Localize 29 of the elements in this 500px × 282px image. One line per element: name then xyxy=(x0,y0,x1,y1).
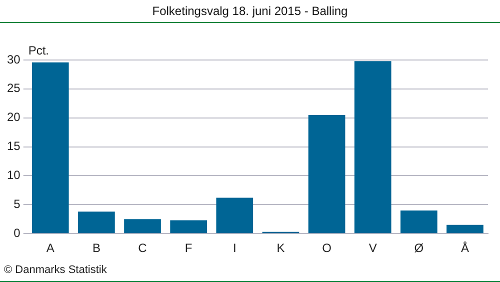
text: © Danmarks Statistik xyxy=(4,264,107,276)
x-tick-label: Ø xyxy=(414,241,424,256)
y-tick-label: 0 xyxy=(14,226,21,240)
x-tick-label: I xyxy=(232,241,236,256)
bar xyxy=(78,212,115,234)
x-tick-label: V xyxy=(368,241,377,256)
bar xyxy=(170,220,207,234)
y-tick-label: 20 xyxy=(6,110,21,124)
bar xyxy=(308,114,346,234)
x-tick-label: B xyxy=(92,241,100,256)
y-tick-label: 10 xyxy=(6,168,21,182)
bar xyxy=(32,62,69,234)
bar xyxy=(446,224,484,234)
bar xyxy=(216,198,254,234)
chart-title: Folketingsvalg 18. juni 2015 - Balling xyxy=(151,3,349,20)
bar xyxy=(400,210,438,234)
y-axis-title: Pct. xyxy=(28,43,50,58)
x-tick-label: F xyxy=(184,241,192,256)
y-tick-label: 15 xyxy=(6,139,21,154)
x-tick-label: K xyxy=(276,241,285,256)
y-tick-label: 25 xyxy=(6,81,21,96)
x-tick-label: Å xyxy=(460,241,469,256)
x-tick-label: O xyxy=(322,241,332,256)
bar xyxy=(354,61,392,234)
x-tick-label: A xyxy=(46,241,54,256)
x-tick-label: C xyxy=(138,241,148,256)
y-tick-label: 30 xyxy=(6,52,21,66)
y-tick-label: 5 xyxy=(14,196,21,211)
bar xyxy=(124,219,161,234)
